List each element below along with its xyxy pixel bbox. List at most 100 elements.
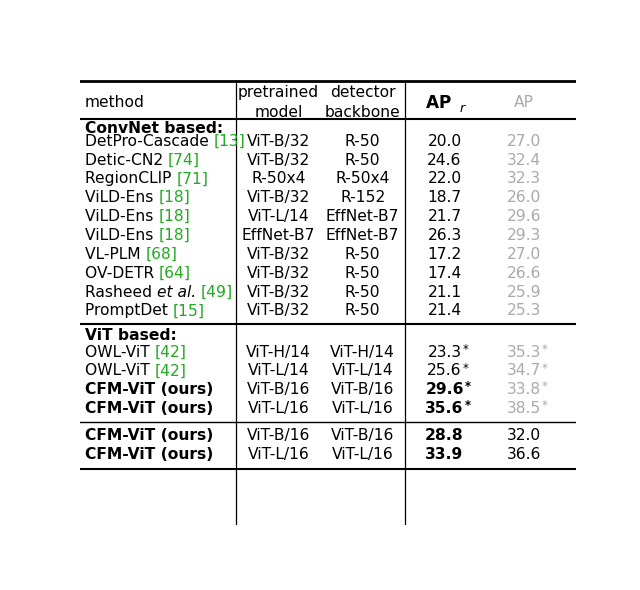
Text: ViT-B/32: ViT-B/32 xyxy=(247,284,310,300)
Text: CFM-ViT (ours): CFM-ViT (ours) xyxy=(85,382,213,397)
Text: [64]: [64] xyxy=(159,266,191,281)
Text: *: * xyxy=(465,399,471,412)
Text: ViLD-Ens: ViLD-Ens xyxy=(85,228,158,243)
Text: 32.3: 32.3 xyxy=(507,172,541,186)
Text: ViT-B/16: ViT-B/16 xyxy=(246,428,310,443)
Text: R-50: R-50 xyxy=(345,303,380,319)
Text: ViT-B/16: ViT-B/16 xyxy=(331,382,394,397)
Text: R-50: R-50 xyxy=(345,284,380,300)
Text: 34.7: 34.7 xyxy=(507,363,541,378)
Text: ViT-L/16: ViT-L/16 xyxy=(332,447,394,462)
Text: 38.5: 38.5 xyxy=(507,401,541,416)
Text: EffNet-B7: EffNet-B7 xyxy=(326,228,399,243)
Text: [68]: [68] xyxy=(145,247,177,262)
Text: 25.3: 25.3 xyxy=(507,303,541,319)
Text: $\mathbf{AP}$: $\mathbf{AP}$ xyxy=(425,94,452,112)
Text: *: * xyxy=(463,343,468,356)
Text: ViT-B/32: ViT-B/32 xyxy=(247,134,310,149)
Text: ViT-B/32: ViT-B/32 xyxy=(247,247,310,262)
Text: R-50: R-50 xyxy=(345,134,380,149)
Text: OWL-ViT: OWL-ViT xyxy=(85,345,155,359)
Text: ViT-L/16: ViT-L/16 xyxy=(332,401,394,416)
Text: ViT-L/14: ViT-L/14 xyxy=(332,363,394,378)
Text: 20.0: 20.0 xyxy=(428,134,461,149)
Text: [13]: [13] xyxy=(214,134,246,149)
Text: *: * xyxy=(463,362,468,375)
Text: 22.0: 22.0 xyxy=(428,172,461,186)
Text: et al.: et al. xyxy=(157,284,196,300)
Text: EffNet-B7: EffNet-B7 xyxy=(242,228,315,243)
Text: AP: AP xyxy=(514,95,534,110)
Text: ViLD-Ens: ViLD-Ens xyxy=(85,209,158,224)
Text: ViT-L/16: ViT-L/16 xyxy=(248,447,309,462)
Text: 25.6: 25.6 xyxy=(428,363,462,378)
Text: 29.6: 29.6 xyxy=(426,382,464,397)
Text: 26.3: 26.3 xyxy=(428,228,461,243)
Text: $\mathit{r}$: $\mathit{r}$ xyxy=(460,101,467,114)
Text: [49]: [49] xyxy=(201,284,233,300)
Text: R-50x4: R-50x4 xyxy=(251,172,306,186)
Text: *: * xyxy=(542,362,548,375)
Text: ViLD-Ens: ViLD-Ens xyxy=(85,191,158,205)
Text: ViT based:: ViT based: xyxy=(85,328,177,343)
Text: [42]: [42] xyxy=(155,345,186,359)
Text: 21.7: 21.7 xyxy=(428,209,461,224)
Text: 29.6: 29.6 xyxy=(507,209,541,224)
Text: detector
backbone: detector backbone xyxy=(325,85,401,120)
Text: *: * xyxy=(542,343,548,356)
Text: CFM-ViT (ours): CFM-ViT (ours) xyxy=(85,401,213,416)
Text: [18]: [18] xyxy=(158,228,190,243)
Text: 21.4: 21.4 xyxy=(428,303,461,319)
Text: 18.7: 18.7 xyxy=(428,191,461,205)
Text: R-50: R-50 xyxy=(345,153,380,168)
Text: ViT-L/16: ViT-L/16 xyxy=(248,401,309,416)
Text: 36.6: 36.6 xyxy=(507,447,541,462)
Text: ViT-B/32: ViT-B/32 xyxy=(247,153,310,168)
Text: 33.8: 33.8 xyxy=(507,382,541,397)
Text: 25.9: 25.9 xyxy=(507,284,541,300)
Text: 32.0: 32.0 xyxy=(507,428,541,443)
Text: [18]: [18] xyxy=(158,209,190,224)
Text: ViT-L/14: ViT-L/14 xyxy=(248,363,309,378)
Text: method: method xyxy=(85,95,145,110)
Text: ViT-H/14: ViT-H/14 xyxy=(330,345,395,359)
Text: 17.2: 17.2 xyxy=(428,247,461,262)
Text: RegionCLIP: RegionCLIP xyxy=(85,172,176,186)
Text: [71]: [71] xyxy=(176,172,208,186)
Text: 35.6: 35.6 xyxy=(426,401,464,416)
Text: 29.3: 29.3 xyxy=(507,228,541,243)
Text: ViT-B/16: ViT-B/16 xyxy=(331,428,394,443)
Text: R-152: R-152 xyxy=(340,191,385,205)
Text: Rasheed: Rasheed xyxy=(85,284,157,300)
Text: 33.9: 33.9 xyxy=(426,447,464,462)
Text: *: * xyxy=(542,399,548,412)
Text: ConvNet based:: ConvNet based: xyxy=(85,122,223,136)
Text: [15]: [15] xyxy=(173,303,205,319)
Text: 27.0: 27.0 xyxy=(507,247,541,262)
Text: CFM-ViT (ours): CFM-ViT (ours) xyxy=(85,428,213,443)
Text: EffNet-B7: EffNet-B7 xyxy=(326,209,399,224)
Text: R-50: R-50 xyxy=(345,266,380,281)
Text: 17.4: 17.4 xyxy=(428,266,461,281)
Text: 23.3: 23.3 xyxy=(428,345,461,359)
Text: 24.6: 24.6 xyxy=(428,153,461,168)
Text: ViT-B/16: ViT-B/16 xyxy=(246,382,310,397)
Text: 35.3: 35.3 xyxy=(507,345,541,359)
Text: DetPro-Cascade: DetPro-Cascade xyxy=(85,134,214,149)
Text: ViT-H/14: ViT-H/14 xyxy=(246,345,311,359)
Text: ViT-B/32: ViT-B/32 xyxy=(247,266,310,281)
Text: pretrained
model: pretrained model xyxy=(238,85,319,120)
Text: VL-PLM: VL-PLM xyxy=(85,247,145,262)
Text: 28.8: 28.8 xyxy=(425,428,464,443)
Text: [42]: [42] xyxy=(155,363,186,378)
Text: Detic-CN2: Detic-CN2 xyxy=(85,153,168,168)
Text: [18]: [18] xyxy=(158,191,190,205)
Text: ViT-B/32: ViT-B/32 xyxy=(247,191,310,205)
Text: *: * xyxy=(465,381,471,394)
Text: 32.4: 32.4 xyxy=(507,153,541,168)
Text: R-50: R-50 xyxy=(345,247,380,262)
Text: 21.1: 21.1 xyxy=(428,284,461,300)
Text: 26.6: 26.6 xyxy=(507,266,541,281)
Text: 26.0: 26.0 xyxy=(507,191,541,205)
Text: 27.0: 27.0 xyxy=(507,134,541,149)
